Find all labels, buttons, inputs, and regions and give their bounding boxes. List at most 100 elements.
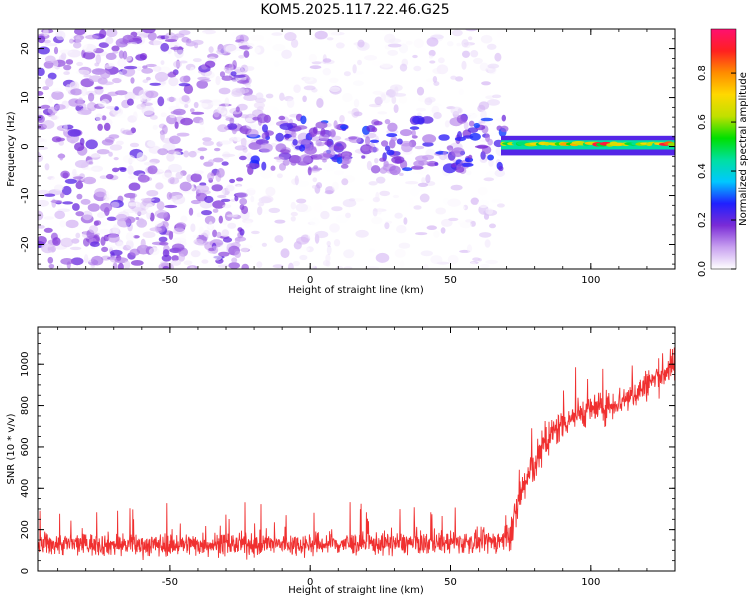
spectrogram-blob [133,235,140,239]
spectrogram-blob [401,142,413,153]
spectrogram-blob [430,255,443,265]
spectrogram-blob [88,92,95,102]
spectrogram-blob [465,219,473,223]
spectrogram-blob [82,210,93,221]
spectrogram-blob [329,223,340,233]
spectrogram-blob [154,220,164,227]
spectrogram-blob [148,247,160,256]
spectrogram-blob [259,143,273,153]
spectrogram-blob [194,42,199,49]
colorbar-axes: 0.0 0.2 0.4 0.6 0.8 [697,65,736,277]
colorbar-tick-label: 0.4 [697,163,708,179]
spectrogram-blob [162,265,170,269]
spectrogram-blob [54,184,64,192]
spectrogram-blob [48,264,55,269]
spectrogram-blob [312,177,318,183]
spectrogram-blob [389,165,401,176]
spectrogram-blob [146,190,159,197]
spectrogram-blob [101,255,111,261]
spectrogram-blob [398,95,408,104]
spectrogram-blob [111,45,120,52]
spectrogram-blob [417,117,425,125]
colorbar-label: Normalized spectral amplitude [738,72,749,226]
spectrogram-blob [198,226,204,236]
spectrogram-blob [473,57,483,65]
spectrogram-blob [174,48,184,59]
snr-xtick-label: 0 [307,577,313,588]
spectrogram-blob [166,152,175,162]
spectrogram-blob [200,79,211,82]
spectrogram-blob [161,254,172,262]
spectrogram-blob [265,93,274,99]
spectrogram-blob [456,114,468,124]
spectrogram-blob [390,136,398,142]
spectrogram-blob [468,154,473,160]
spectrogram-blob [108,151,113,157]
spectrogram-blob [365,136,371,146]
colorbar: 0.0 0.2 0.4 0.6 0.8 Normalized spectral ampl… [697,28,749,277]
spectrogram-blob [75,35,81,45]
spectrogram-blob [451,132,457,140]
spectrogram-blob [320,210,330,220]
spectrogram-blob [55,30,66,41]
spectrogram-blob [229,117,235,125]
spectrogram-blob [246,152,252,162]
spectrogram-blob [189,266,195,269]
spectrogram-blob [221,198,231,202]
spectrogram-blob [128,175,136,180]
spectrogram-blob [175,171,184,180]
spectrogram-blob [218,215,223,224]
spectrogram-blob [138,217,144,225]
spectrogram-blob [58,119,73,126]
spectrogram-blob [441,218,453,227]
spectrogram-blob [219,140,232,145]
spectrogram-blob [474,145,489,149]
spectrogram-blob [325,254,331,263]
spectrogram-blob [137,174,150,183]
spectrogram-blob [424,97,433,106]
spectrogram-blob [357,39,365,48]
spectrogram-blob [447,254,459,265]
spectrogram-blob [102,84,108,91]
spectrogram-xtick-label: 0 [307,275,313,286]
spectrogram-blob [234,66,245,75]
spectrogram-blob [92,250,101,256]
spectrogram-blob [87,203,100,212]
spectrogram-blob [323,163,336,172]
spectrogram-blob [229,178,236,184]
spectrogram-blob [353,111,363,117]
spectrogram-blob [477,186,488,196]
spectrogram-blob [192,58,202,63]
colorbar-gradient [710,28,737,270]
spectrogram-blob [147,165,158,175]
spectrogram-blob [496,29,505,39]
spectrogram-blob [38,225,45,229]
spectrogram-blob [222,204,232,209]
spectrogram-blob [420,250,433,257]
spectrogram-blob [290,211,298,217]
spectrogram-blob [237,79,250,84]
spectrogram-blob [154,71,169,82]
spectrogram-blob [440,227,446,234]
spectrogram-blob [38,146,48,150]
spectrogram-blob [192,124,205,128]
spectrogram-blob [298,171,311,182]
spectrogram-blob [38,137,45,143]
spectrogram-blob [342,152,350,158]
spectrogram-blob [276,159,285,163]
spectrogram-blob [450,75,457,80]
spectrogram-blob [207,172,215,181]
snr-series-line [38,347,675,561]
spectrogram-blob [116,241,125,249]
spectrogram-blob [352,80,364,86]
spectrogram-blob [337,153,343,159]
spectrogram-blob [246,185,260,191]
spectrogram-blob [364,55,378,61]
spectrogram-blob [61,185,72,196]
spectrogram-blob [124,65,138,70]
spectrogram-blob [171,259,182,266]
spectrogram-blob [158,236,168,243]
spectrogram-blob [260,195,274,203]
spectrogram-blob [321,220,330,225]
spectrogram-blob [136,152,144,161]
